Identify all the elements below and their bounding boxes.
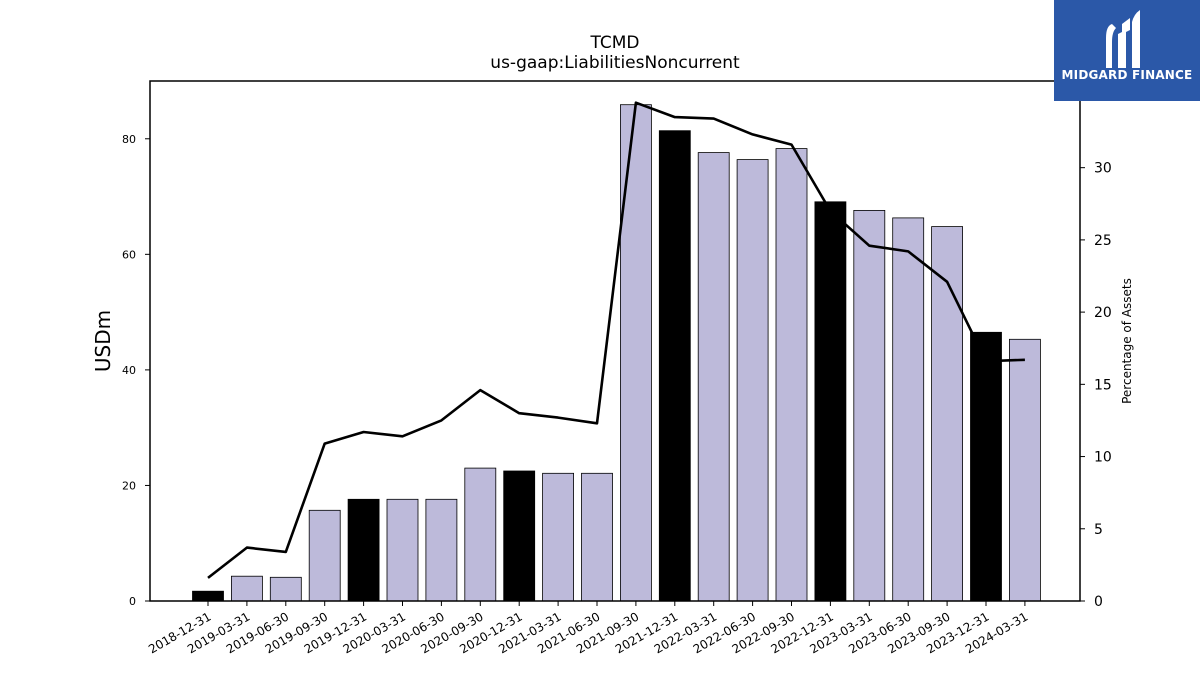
bar-2023-12-31 xyxy=(970,331,1002,602)
bar-2022-03-31 xyxy=(697,152,730,602)
logo-text: MIDGARD FINANCE xyxy=(1061,68,1193,82)
bar-2023-03-31 xyxy=(853,209,886,602)
y2-tick-label-25: 25 xyxy=(1094,233,1112,249)
y-axis-label: USDm xyxy=(91,310,115,372)
y2-tick-label-15: 15 xyxy=(1094,377,1112,393)
y-tick-label-80: 80 xyxy=(122,133,136,146)
y-tick-label-0: 0 xyxy=(129,595,136,608)
bar-2022-09-30 xyxy=(775,148,808,602)
bar-2020-06-30 xyxy=(425,498,458,602)
y-tick-label-20: 20 xyxy=(122,479,136,492)
bar-2023-09-30 xyxy=(931,226,963,602)
percentage-line xyxy=(207,101,1025,579)
bar-2019-09-30 xyxy=(308,509,341,602)
bar-2021-12-31 xyxy=(658,130,691,602)
bar-2020-12-31 xyxy=(503,470,536,602)
bar-2020-03-31 xyxy=(386,498,419,602)
bar-2023-06-30 xyxy=(892,217,925,602)
plot-frame xyxy=(149,80,1081,602)
bar-2024-03-31 xyxy=(1009,338,1041,602)
bar-2018-12-31 xyxy=(192,590,224,602)
bar-2022-06-30 xyxy=(736,159,769,602)
y2-tick-label-10: 10 xyxy=(1094,450,1112,466)
chart-title: TCMD xyxy=(590,33,640,53)
bar-2022-12-31 xyxy=(814,201,847,602)
y2-tick-label-0: 0 xyxy=(1094,594,1103,610)
y2-tick-label-30: 30 xyxy=(1094,161,1112,177)
bar-2019-03-31 xyxy=(230,575,263,602)
midgard-finance-logo: MIDGARD FINANCE xyxy=(1054,0,1200,101)
bar-2019-12-31 xyxy=(347,498,380,602)
y-tick-label-40: 40 xyxy=(122,364,136,377)
y2-tick-label-20: 20 xyxy=(1094,305,1112,321)
bar-2021-06-30 xyxy=(581,472,613,602)
bar-2019-06-30 xyxy=(269,576,302,602)
bar-2021-09-30 xyxy=(620,104,652,602)
bar-2021-03-31 xyxy=(542,472,574,602)
y2-axis-label: Percentage of Assets xyxy=(1120,278,1134,404)
y2-tick-label-5: 5 xyxy=(1094,522,1103,538)
bar-2020-09-30 xyxy=(464,467,497,602)
logo-mark-icon xyxy=(1106,10,1140,68)
chart-subtitle: us-gaap:LiabilitiesNoncurrent xyxy=(490,53,740,73)
y-tick-label-60: 60 xyxy=(122,248,136,261)
